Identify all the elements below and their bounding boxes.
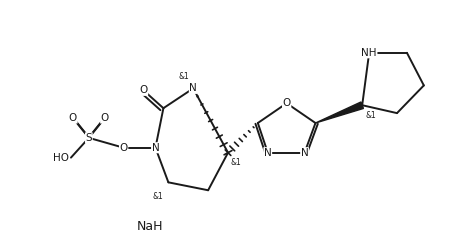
Text: &1: &1 (365, 111, 376, 120)
Polygon shape (315, 102, 363, 123)
Text: O: O (69, 113, 77, 123)
Text: NH: NH (361, 48, 377, 58)
Text: &1: &1 (153, 192, 163, 201)
Text: N: N (301, 148, 308, 158)
Text: O: O (119, 143, 128, 153)
Text: N: N (264, 148, 272, 158)
Text: N: N (152, 143, 160, 153)
Text: O: O (283, 98, 291, 108)
Text: O: O (139, 85, 148, 95)
Text: &1: &1 (178, 72, 189, 81)
Text: &1: &1 (231, 158, 242, 167)
Text: S: S (86, 133, 92, 143)
Text: O: O (100, 113, 109, 123)
Text: HO: HO (53, 153, 69, 163)
Text: N: N (189, 83, 197, 93)
Text: NaH: NaH (137, 220, 164, 233)
